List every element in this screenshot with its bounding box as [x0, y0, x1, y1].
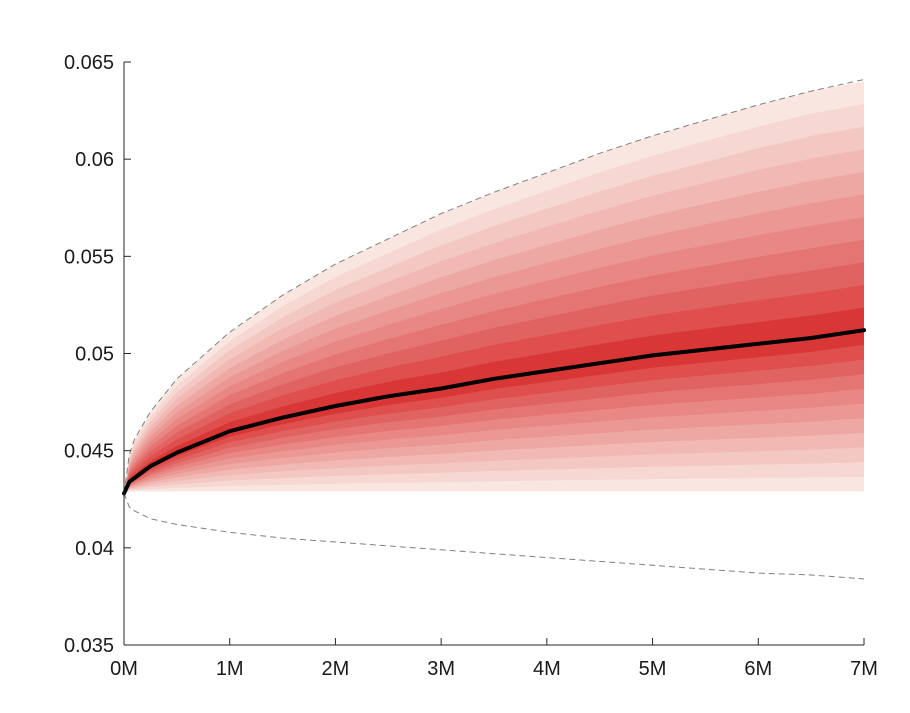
x-axis-ticks: 0M 1M 2M 3M 4M 5M 6M 7M: [110, 638, 878, 680]
y-tick-label: 0.04: [75, 538, 114, 560]
x-tick-label: 3M: [427, 658, 455, 680]
lower-bound-line: [123, 493, 865, 580]
median-series: [122, 328, 866, 496]
x-tick-label: 7M: [850, 658, 878, 680]
y-tick-label: 0.035: [64, 635, 114, 657]
y-axis-ticks: 0.035 0.04 0.045 0.05 0.055 0.06 0.065: [64, 52, 131, 657]
x-tick-label: 2M: [322, 658, 350, 680]
upper-bound-line: [123, 79, 865, 494]
y-tick-label: 0.05: [75, 344, 114, 366]
y-tick-label: 0.065: [64, 52, 114, 74]
y-tick-label: 0.055: [64, 246, 114, 268]
x-tick-label: 6M: [744, 658, 772, 680]
y-tick-label: 0.045: [64, 441, 114, 463]
median-line: [122, 328, 866, 496]
x-tick-label: 5M: [639, 658, 667, 680]
x-tick-label: 0M: [110, 658, 138, 680]
bound-lines: [123, 79, 865, 580]
x-tick-label: 4M: [533, 658, 561, 680]
x-tick-label: 1M: [216, 658, 244, 680]
y-tick-label: 0.06: [75, 149, 114, 171]
